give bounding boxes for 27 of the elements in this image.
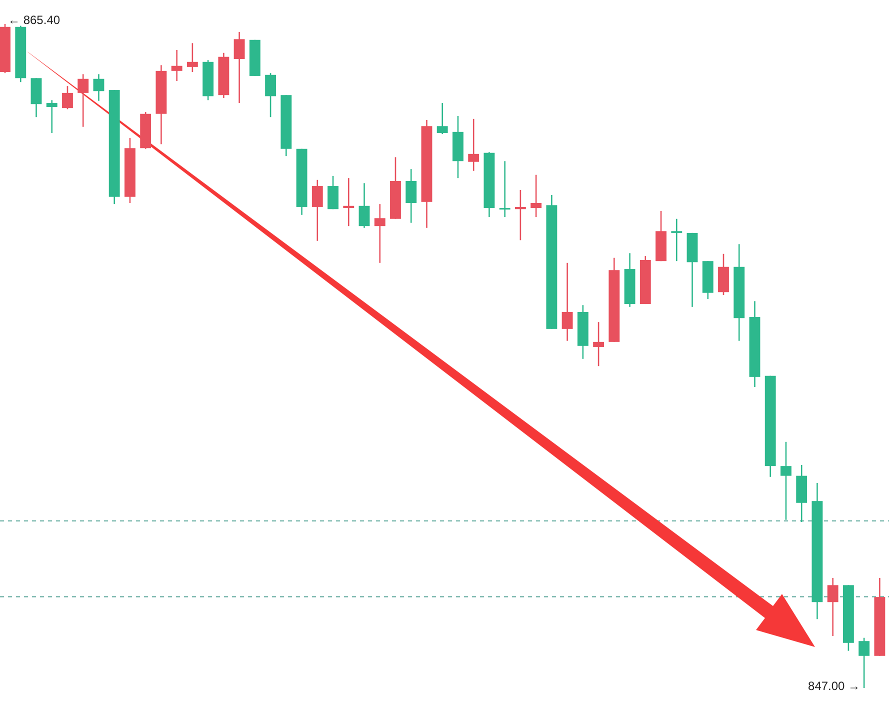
candlestick [93,74,104,102]
candlestick [234,31,245,104]
candlestick [312,179,323,242]
candlestick [186,42,198,73]
candlestick [593,321,604,367]
candlestick [530,174,542,218]
candlestick [265,72,276,118]
annotation: 847.00 → [808,679,860,693]
candlestick [468,118,480,172]
candlestick [671,218,682,262]
candlestick [827,577,838,637]
candlestick [358,182,370,229]
candlestick [62,85,73,110]
candlestick [514,189,526,241]
candlestick [858,637,870,689]
candlestick [499,160,510,218]
candlestick [343,177,354,227]
candlestick [171,49,182,82]
candlestick [374,203,386,264]
candlestick [46,99,58,134]
candlestick [78,74,89,128]
candlestick [436,102,448,135]
candlestick [780,441,792,520]
candlestick [328,175,338,210]
candlestick [406,168,417,224]
annotation: ← 865.40 [8,13,60,27]
candlestick [562,262,573,342]
